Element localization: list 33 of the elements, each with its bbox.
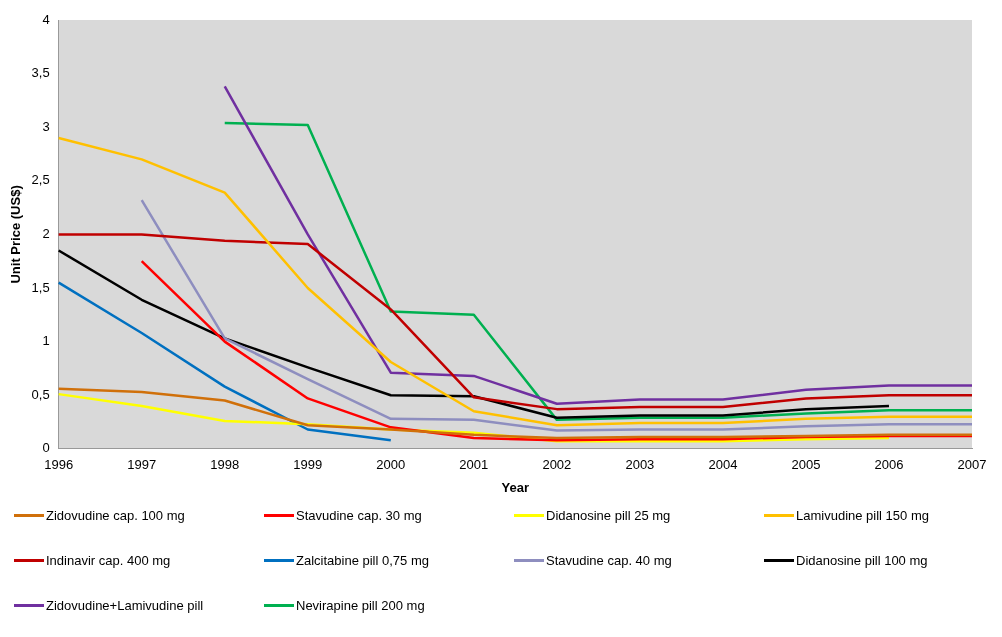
y-tick-label: 0 <box>42 440 50 456</box>
legend-label: Zalcitabine pill 0,75 mg <box>296 553 429 568</box>
legend-label: Stavudine cap. 30 mg <box>296 508 422 523</box>
legend-label: Stavudine cap. 40 mg <box>546 553 672 568</box>
x-tick-label: 2000 <box>376 457 406 473</box>
x-tick-label: 2005 <box>791 457 821 473</box>
x-tick-label: 2004 <box>708 457 738 473</box>
x-tick-label: 1999 <box>293 457 323 473</box>
y-tick-label: 4 <box>42 11 50 27</box>
y-tick-label: 0,5 <box>31 386 50 402</box>
y-tick-label: 3 <box>42 118 50 134</box>
x-tick-label: 1997 <box>127 457 157 473</box>
y-tick-label: 1,5 <box>31 279 50 295</box>
y-tick-label: 1 <box>42 333 50 349</box>
legend-label: Lamivudine pill 150 mg <box>796 508 929 523</box>
x-tick-label: 2006 <box>874 457 904 473</box>
x-tick-label: 1996 <box>44 457 74 473</box>
y-axis-title: Unit Price (US$) <box>8 185 24 284</box>
x-axis-title: Year <box>501 479 530 495</box>
legend-label: Indinavir cap. 400 mg <box>46 553 171 568</box>
x-tick-label: 2003 <box>625 457 655 473</box>
y-tick-label: 2,5 <box>31 172 50 188</box>
y-tick-label: 3,5 <box>31 65 50 81</box>
legend-label: Zidovudine+Lamivudine pill <box>46 598 204 613</box>
legend-label: Didanosine pill 25 mg <box>546 508 671 523</box>
legend-label: Nevirapine pill 200 mg <box>296 598 425 613</box>
legend-label: Zidovudine cap. 100 mg <box>46 508 185 523</box>
x-tick-label: 1998 <box>210 457 240 473</box>
y-tick-label: 2 <box>42 225 50 241</box>
x-tick-label: 2007 <box>957 457 987 473</box>
legend-label: Didanosine pill 100 mg <box>796 553 928 568</box>
x-tick-label: 2001 <box>459 457 489 473</box>
x-tick-label: 2002 <box>542 457 572 473</box>
